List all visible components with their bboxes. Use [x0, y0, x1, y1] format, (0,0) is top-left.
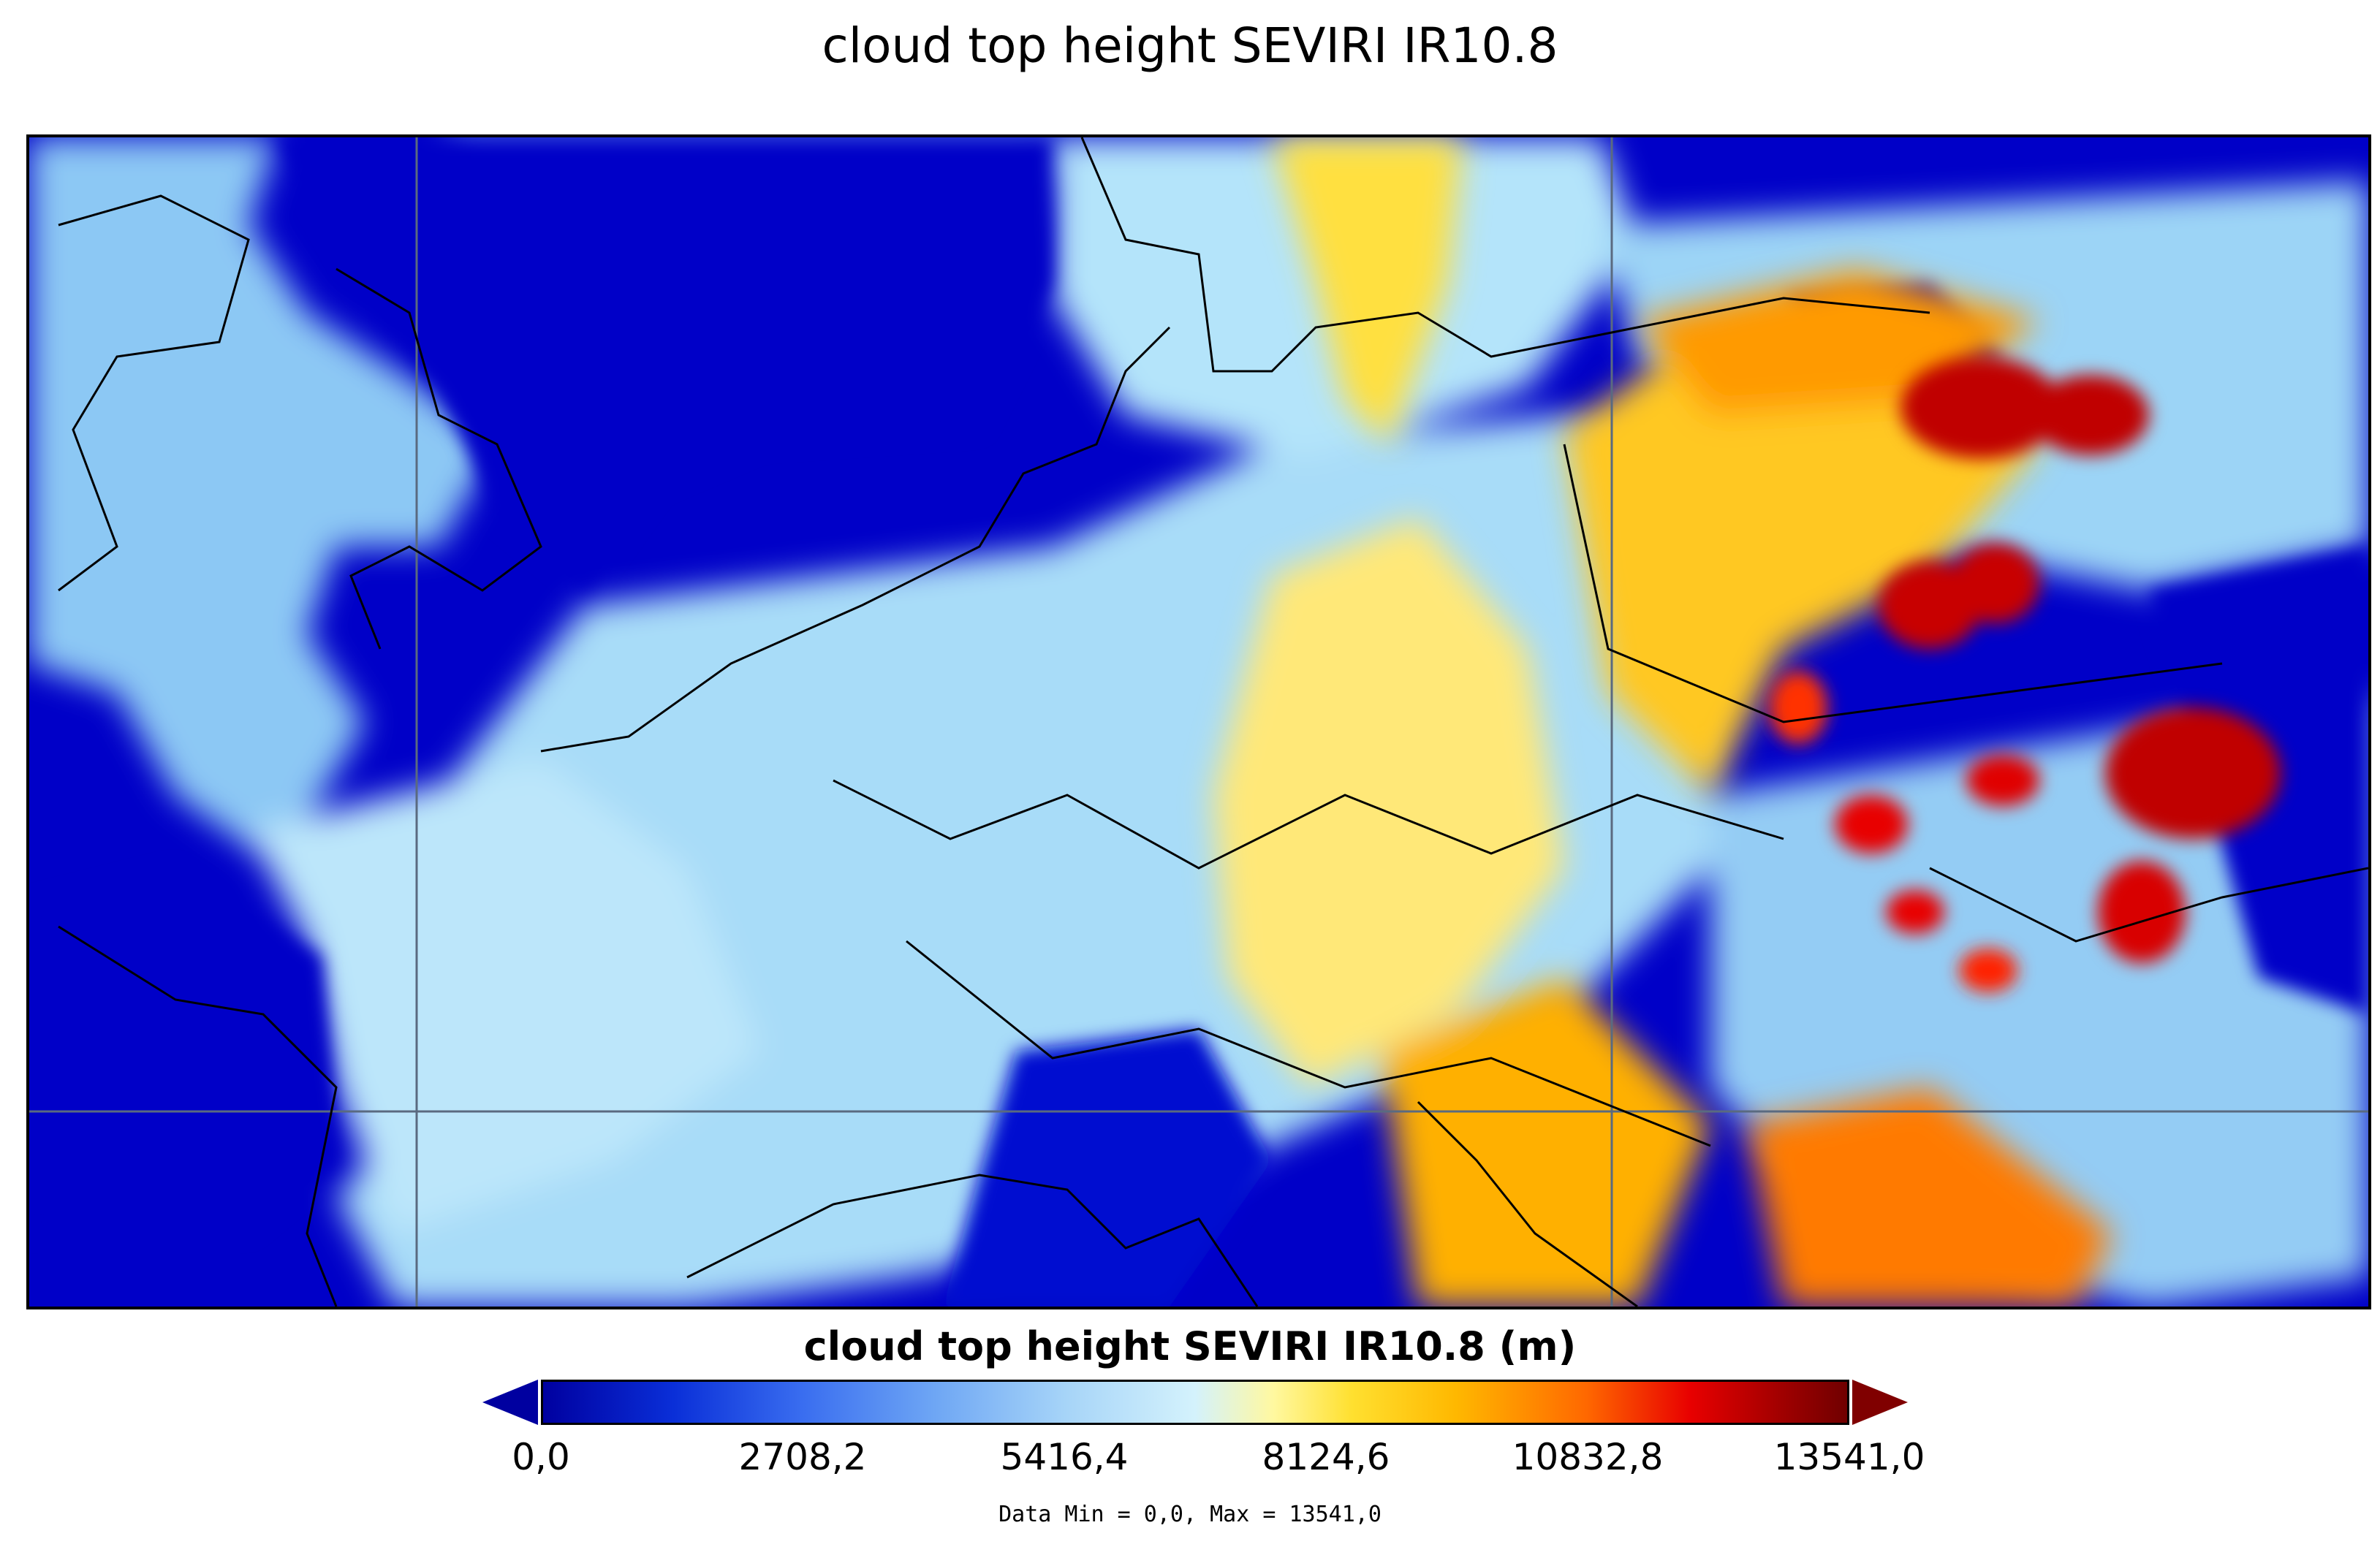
cloud-height-map [26, 134, 2371, 1309]
colorbar-tick-label: 5416,4 [1000, 1436, 1129, 1478]
colorbar-title: cloud top height SEVIRI IR10.8 (m) [803, 1323, 1577, 1369]
colorbar-gradient [541, 1380, 1849, 1425]
colorbar-ticks: 0,0 2708,2 5416,4 8124,6 10832,8 13541,0 [512, 1436, 1925, 1487]
data-range-caption: Data Min = 0,0, Max = 13541,0 [998, 1502, 1382, 1527]
colorbar-tick-label: 0,0 [512, 1436, 570, 1478]
colorbar-tick-label: 8124,6 [1262, 1436, 1390, 1478]
map-title: cloud top height SEVIRI IR10.8 [822, 18, 1558, 74]
colorbar-tick-label: 10832,8 [1512, 1436, 1664, 1478]
colorbar-max-extend-arrow [1852, 1380, 1908, 1425]
colorbar-tick-label: 2708,2 [738, 1436, 867, 1478]
colorbar-tick-label: 13541,0 [1773, 1436, 1925, 1478]
coastlines [58, 137, 2368, 1307]
colorbar-min-extend-arrow [482, 1380, 538, 1425]
map-canvas [29, 137, 2368, 1307]
colorbar [482, 1375, 1908, 1434]
convective-cells [1769, 357, 2281, 992]
